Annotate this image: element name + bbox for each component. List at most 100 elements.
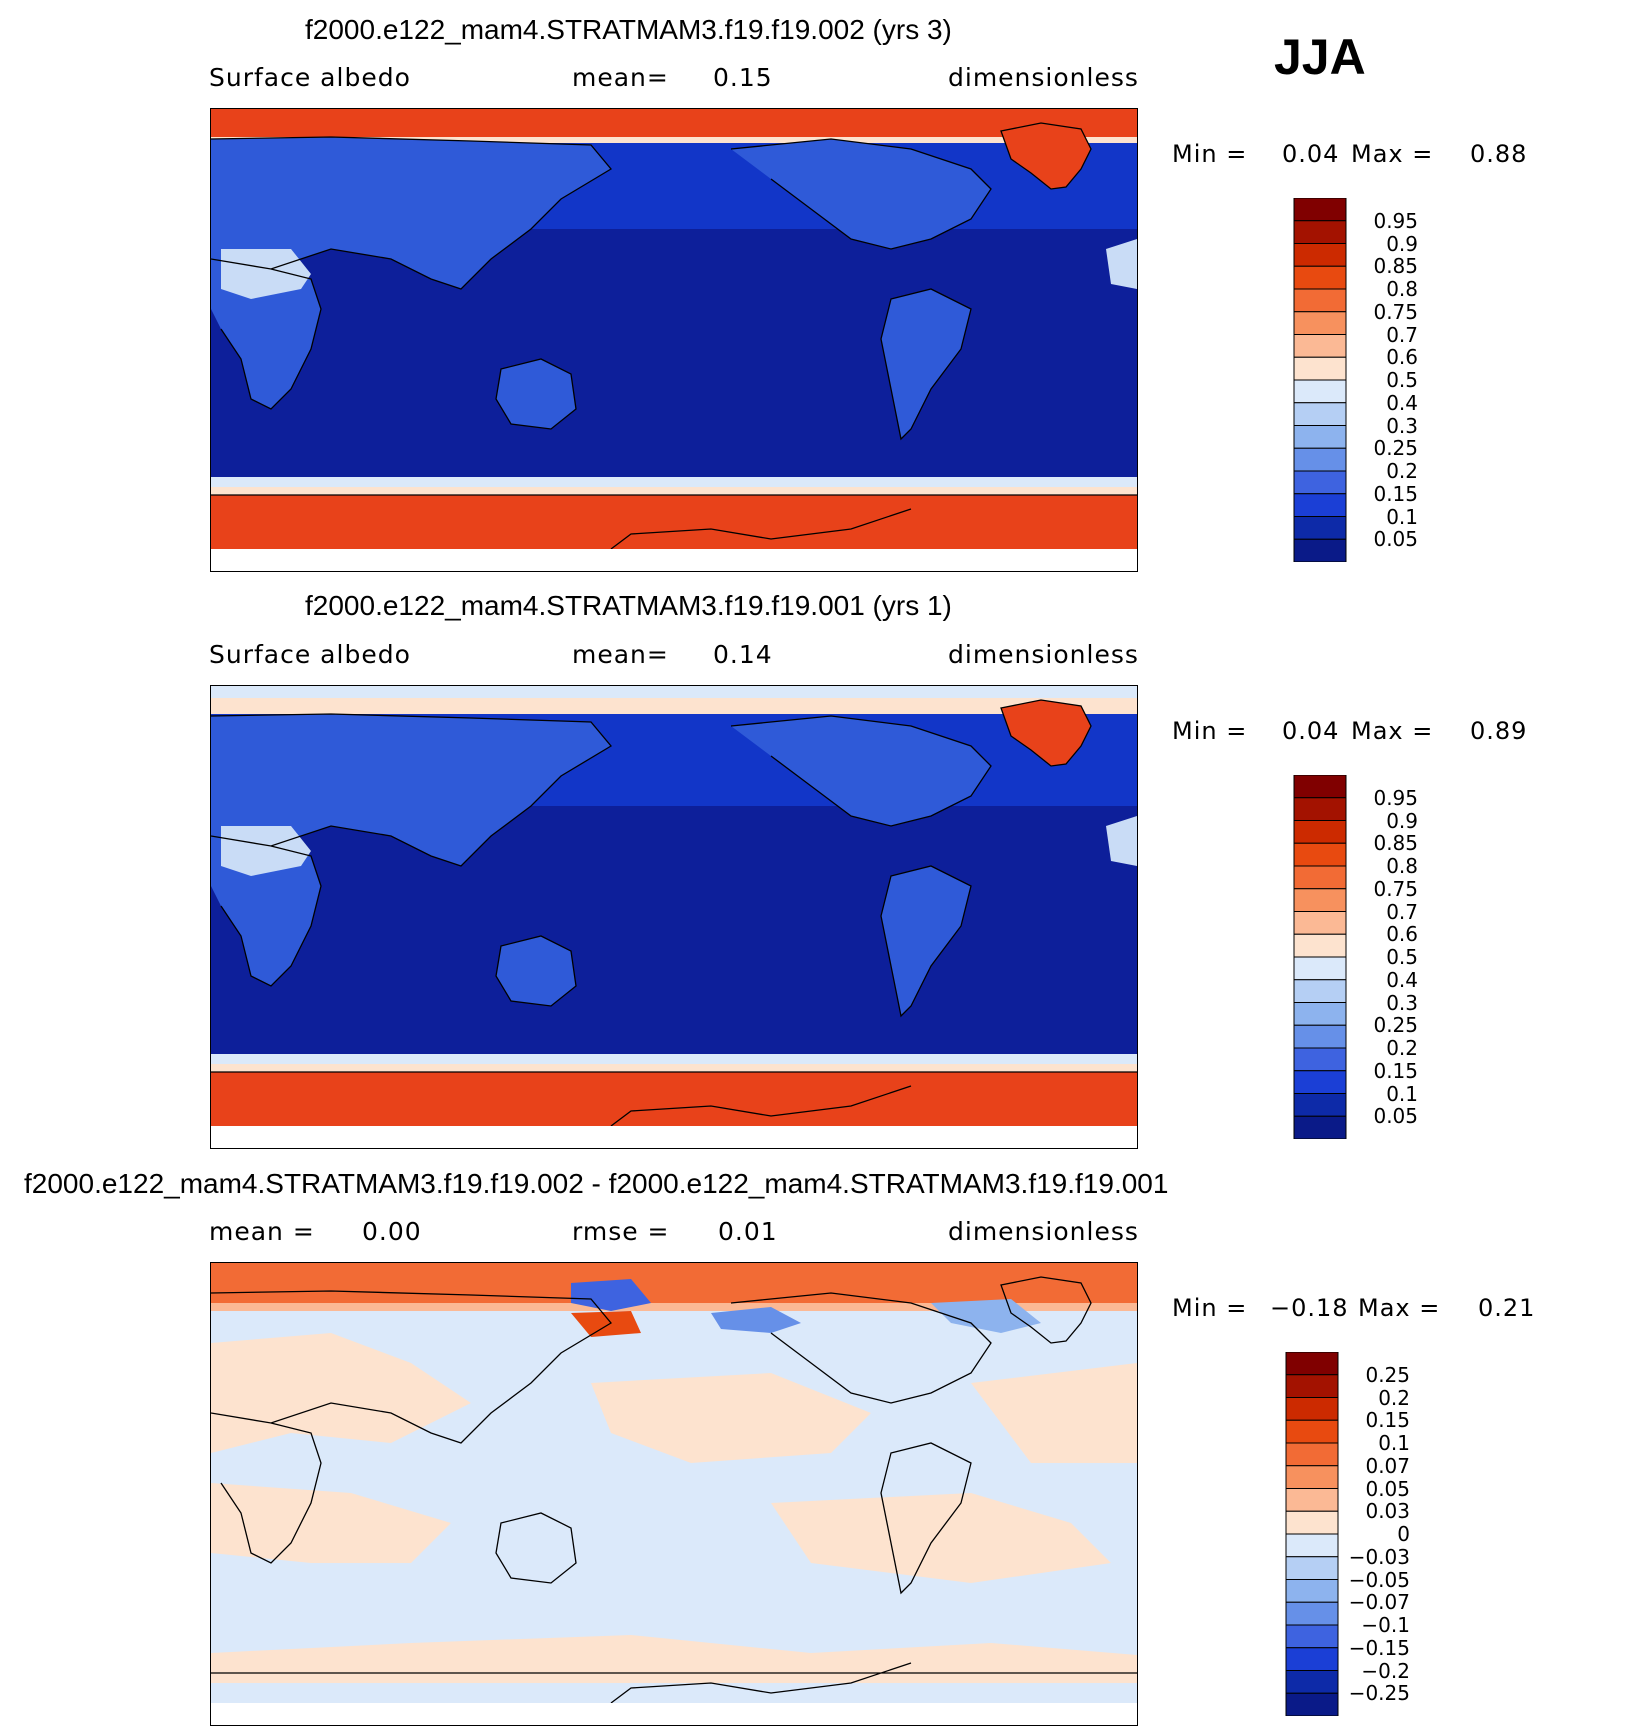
- colorbar-swatch: [1293, 956, 1347, 981]
- diff-positive-region-4: [771, 1493, 1111, 1583]
- panel3-min-value: −0.18: [1270, 1294, 1349, 1322]
- colorbar-swatch: [1293, 538, 1347, 563]
- colorbar-swatch: [1293, 402, 1347, 426]
- australia-land: [496, 359, 576, 429]
- panel1-max-value: 0.88: [1470, 140, 1528, 168]
- arctic-ice-band: [211, 686, 1137, 698]
- colorbar-tick-label: 0.1: [1386, 504, 1418, 529]
- colorbar-swatch: [1285, 1533, 1339, 1558]
- colorbar-swatch: [1293, 842, 1347, 867]
- antarctic-ice-edge: [211, 1054, 1137, 1064]
- panel1-min-label: Min =: [1172, 140, 1248, 168]
- colorbar-tick-label: −0.05: [1348, 1567, 1410, 1592]
- panel3-mean-label: mean =: [209, 1217, 315, 1246]
- arctic-positive-band: [211, 1263, 1137, 1303]
- colorbar-swatch: [1293, 865, 1347, 890]
- colorbar-tick-label: 0.75: [1373, 299, 1418, 324]
- africa-land: [211, 836, 321, 986]
- colorbar-tick-label: 0.15: [1365, 1408, 1410, 1433]
- colorbar-swatch: [1285, 1488, 1339, 1512]
- colorbar-swatch: [1293, 197, 1347, 222]
- colorbar-tick-label: 0.3: [1386, 413, 1418, 438]
- panel3-map: [210, 1262, 1138, 1726]
- panel3-title: f2000.e122_mam4.STRATMAM3.f19.f19.002 - …: [24, 1168, 1169, 1199]
- colorbar-tick-label: 0: [1397, 1522, 1410, 1546]
- colorbar-tick-label: −0.03: [1348, 1544, 1410, 1569]
- colorbar-tick-label: 0.05: [1365, 1476, 1410, 1501]
- panel3-max-value: 0.21: [1478, 1294, 1536, 1322]
- diff-background: [211, 1263, 1137, 1703]
- panel2-colorbar: 0.95 0.9 0.85 0.8 0.75 0.7 0.6 0.5 0.4 0.3 0.25 0.2…: [1292, 774, 1432, 1140]
- colorbar-swatch: [1293, 356, 1347, 381]
- colorbar-tick-label: 0.07: [1365, 1453, 1410, 1478]
- map-bottom-blank: [211, 549, 1137, 571]
- panel1-min-value: 0.04: [1282, 140, 1340, 168]
- colorbar-swatch: [1293, 447, 1347, 472]
- map-bottom-blank: [211, 1703, 1137, 1725]
- colorbar-swatch: [1285, 1624, 1339, 1649]
- antarctic-ice-band: [211, 495, 1137, 549]
- panel1-units: dimensionless: [948, 63, 1139, 92]
- colorbar-swatch: [1293, 265, 1347, 290]
- panel2-mean-value: 0.14: [713, 640, 773, 669]
- colorbar-tick-label: 0.95: [1373, 208, 1418, 233]
- colorbar-tick-label: 0.2: [1386, 459, 1418, 483]
- coastlines: [211, 122, 1137, 550]
- australia-land: [496, 936, 576, 1006]
- colorbar-swatch: [1285, 1351, 1339, 1376]
- panel2-variable-label: Surface albedo: [209, 640, 411, 669]
- arctic-positive-edge: [211, 1303, 1137, 1311]
- panel3-rmse-value: 0.01: [718, 1217, 778, 1246]
- colorbar-swatch: [1293, 425, 1347, 449]
- colorbar-swatch: [1285, 1442, 1339, 1467]
- colorbar-tick-label: 0.1: [1386, 1081, 1418, 1106]
- africa-land: [211, 259, 321, 409]
- panel1-colorbar-swatches: [1293, 197, 1347, 563]
- colorbar-swatch: [1293, 334, 1347, 358]
- colorbar-swatch: [1285, 1692, 1339, 1717]
- colorbar-tick-label: 0.03: [1365, 1499, 1410, 1524]
- colorbar-swatch: [1293, 1070, 1347, 1094]
- panel1-colorbar: 0.95 0.9 0.85 0.8 0.75 0.7 0.6 0.5 0.4 0.3 0.25 0.2…: [1292, 197, 1432, 563]
- colorbar-tick-label: 0.15: [1373, 1058, 1418, 1083]
- panel1-title: f2000.e122_mam4.STRATMAM3.f19.f19.002 (y…: [305, 14, 952, 45]
- panel1-mean-value: 0.15: [713, 63, 773, 92]
- colorbar-tick-label: 0.5: [1386, 368, 1418, 392]
- colorbar-tick-label: −0.07: [1348, 1590, 1410, 1615]
- colorbar-swatch: [1293, 470, 1347, 495]
- panel3-colorbar: 0.25 0.2 0.15 0.1 0.07 0.05 0.03 0 −0.03 −0.05 −0.…: [1284, 1351, 1434, 1717]
- colorbar-swatch: [1285, 1579, 1339, 1603]
- colorbar-tick-label: 0.85: [1373, 254, 1418, 279]
- panel2-max-label: Max =: [1351, 717, 1434, 745]
- colorbar-swatch: [1293, 1115, 1347, 1140]
- colorbar-tick-label: 0.8: [1386, 277, 1418, 301]
- colorbar-swatch: [1293, 797, 1347, 821]
- antarctic-ice-edge2: [211, 1064, 1137, 1072]
- coastlines: [211, 699, 1137, 1127]
- panel2-mean-label: mean=: [572, 640, 669, 669]
- arctic-ice-edge: [211, 137, 1137, 143]
- panel2-max-value: 0.89: [1470, 717, 1528, 745]
- colorbar-swatch: [1285, 1670, 1339, 1694]
- colorbar-swatch: [1293, 493, 1347, 517]
- colorbar-tick-label: 0.1: [1378, 1431, 1410, 1455]
- colorbar-swatch: [1293, 311, 1347, 335]
- panel1-map-svg: [211, 109, 1137, 571]
- colorbar-swatch: [1293, 774, 1347, 799]
- colorbar-swatch: [1285, 1556, 1339, 1580]
- colorbar-tick-label: 0.7: [1386, 322, 1418, 347]
- colorbar-tick-label: 0.05: [1373, 527, 1418, 552]
- greenland: [1001, 700, 1091, 766]
- colorbar-tick-label: 0.95: [1373, 785, 1418, 810]
- diff-positive-region-2: [211, 1483, 451, 1563]
- colorbar-tick-label: 0.4: [1386, 967, 1418, 992]
- colorbar-tick-label: 0.05: [1373, 1104, 1418, 1129]
- colorbar-swatch: [1293, 1093, 1347, 1117]
- panel2-min-label: Min =: [1172, 717, 1248, 745]
- panel2-colorbar-swatches: [1293, 774, 1347, 1140]
- colorbar-tick-label: −0.15: [1348, 1635, 1410, 1660]
- arctic-ice-band: [211, 109, 1137, 137]
- colorbar-tick-label: −0.25: [1348, 1681, 1410, 1706]
- arctic-negative-patch-2: [711, 1307, 801, 1333]
- arctic-ice-edge: [211, 698, 1137, 714]
